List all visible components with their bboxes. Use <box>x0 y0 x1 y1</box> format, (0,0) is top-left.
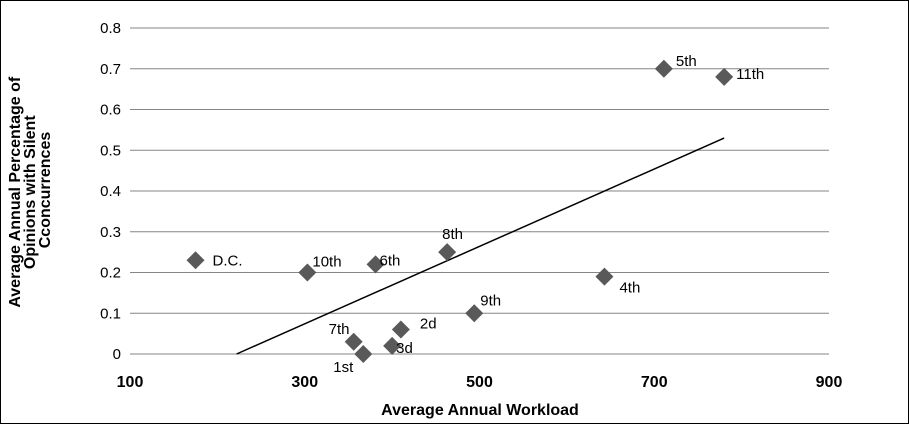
data-point-label: 7th <box>329 321 350 338</box>
data-points: D.C. 10th 6th 8th 7th 1st 3d 2d 9th 4th 5th 11th <box>186 53 764 376</box>
data-point-label: 3d <box>396 340 413 357</box>
data-point-marker <box>298 263 317 282</box>
data-point-label: D.C. <box>213 252 243 269</box>
y-axis-title-line-3: Cconcurrences <box>37 132 54 249</box>
data-point-label: 10th <box>312 254 341 271</box>
data-point-label: 8th <box>442 226 463 243</box>
grid-lines <box>130 27 829 314</box>
y-tick-label: 0.1 <box>100 305 121 322</box>
y-tick-label: 0.2 <box>100 265 121 282</box>
y-tick-label: 0.8 <box>100 20 121 37</box>
y-tick-label: 0.6 <box>100 102 121 119</box>
data-point-marker <box>344 332 363 351</box>
y-axis-title-line-2: Opinions with Silent <box>22 115 39 269</box>
y-axis-title: Average Annual Percentage of Opinions wi… <box>7 72 54 307</box>
data-point-marker <box>654 59 673 78</box>
data-point-marker <box>366 255 385 274</box>
y-tick-label: 0.4 <box>100 183 121 200</box>
x-axis-title: Average Annual Workload <box>381 402 579 419</box>
y-tick-label: 0 <box>113 346 121 363</box>
data-point-label: 1st <box>333 359 354 376</box>
trendline <box>236 137 725 355</box>
x-tick-label: 300 <box>291 374 318 391</box>
y-tick-label: 0.7 <box>100 61 121 78</box>
data-point-label: 6th <box>380 252 401 269</box>
data-point-label: 2d <box>420 316 437 333</box>
data-point-marker <box>595 267 614 286</box>
data-point-marker <box>715 67 734 86</box>
data-point-marker <box>354 345 373 363</box>
data-point-label: 4th <box>619 280 640 297</box>
x-tick-label: 900 <box>816 374 843 391</box>
y-tick-label: 0.3 <box>100 224 121 241</box>
y-tick-labels: 0 0.1 0.2 0.3 0.4 0.5 0.6 0.7 0.8 <box>100 20 121 363</box>
data-point-label: 9th <box>480 292 501 309</box>
data-point-marker <box>465 304 484 323</box>
data-point-marker <box>186 251 205 270</box>
x-tick-labels: 100 300 500 700 900 <box>117 374 843 391</box>
y-tick-label: 0.5 <box>100 142 121 159</box>
data-point-marker <box>391 320 410 339</box>
x-tick-label: 700 <box>641 374 668 391</box>
y-axis-title-line-1: Average Annual Percentage of <box>7 76 24 308</box>
data-point-label: 5th <box>676 53 697 70</box>
data-point-marker <box>438 243 457 262</box>
data-point-marker <box>383 336 402 355</box>
x-tick-label: 100 <box>117 374 144 391</box>
x-tick-label: 500 <box>466 374 493 391</box>
data-point-label: 11th <box>736 66 764 83</box>
